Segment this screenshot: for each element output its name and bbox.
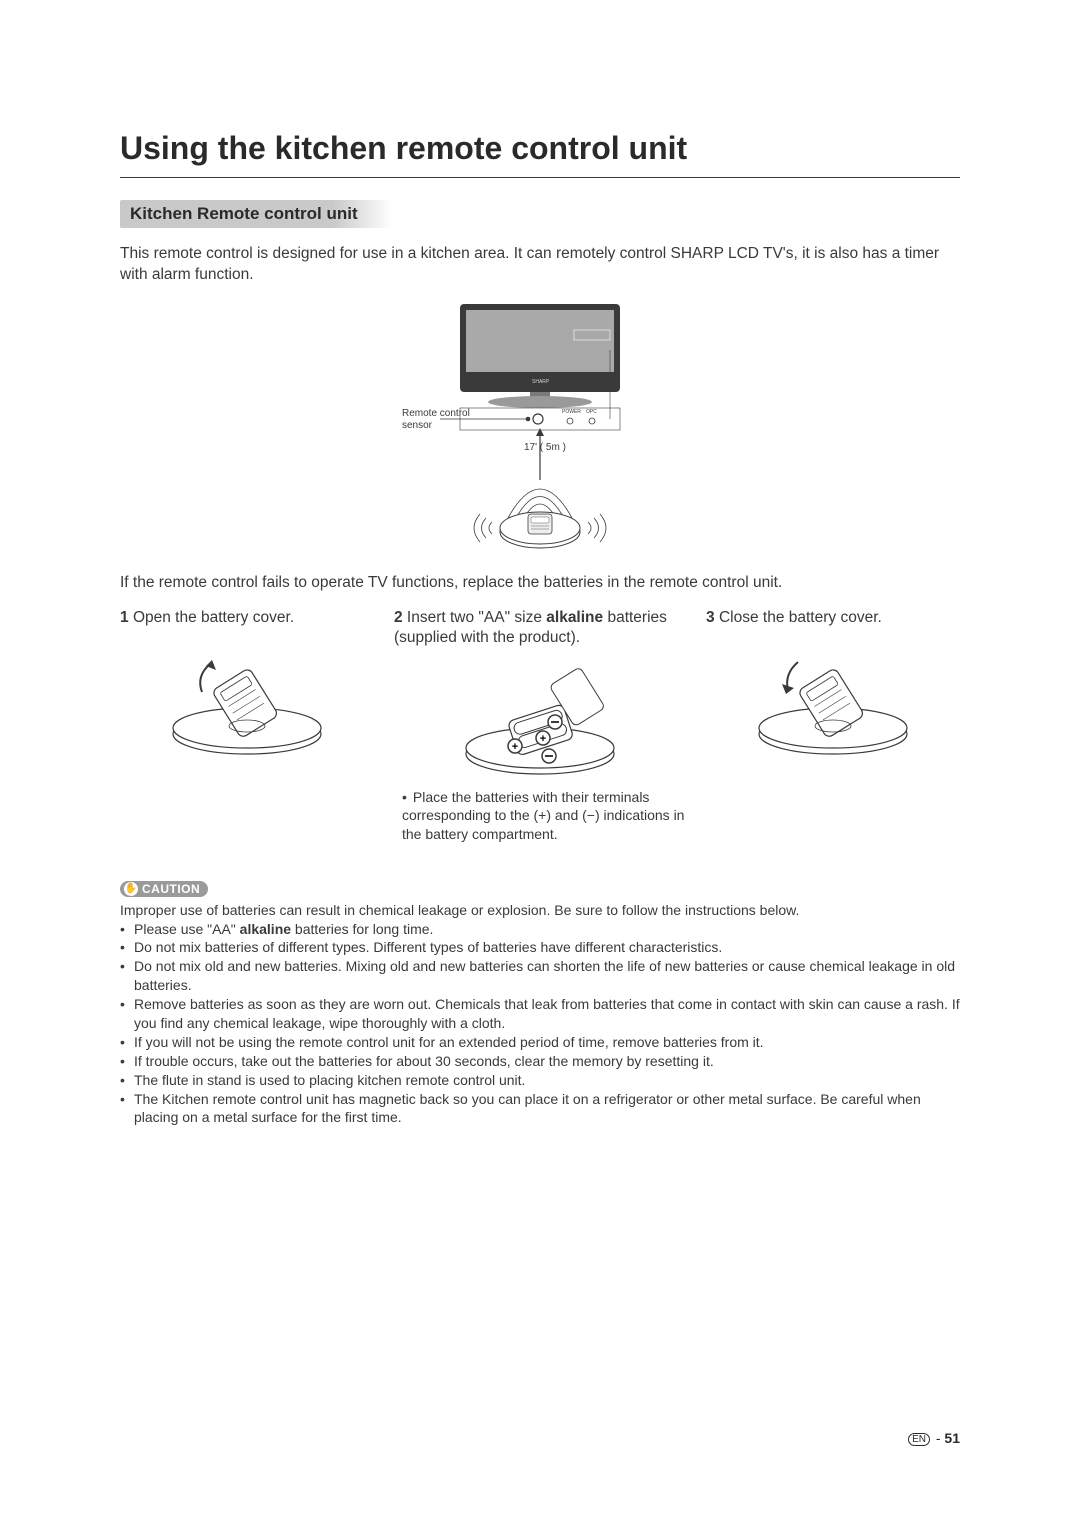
- step-2-note-text: Place the batteries with their terminals…: [402, 789, 685, 841]
- range-diagram: SHARP POWER OPC Remote control: [120, 300, 960, 560]
- caution-item-1: Please use "AA" alkaline batteries for l…: [120, 920, 960, 939]
- step-3-text: 3 Close the battery cover.: [706, 608, 960, 628]
- manual-page: Using the kitchen remote control unit Ki…: [0, 0, 1080, 1528]
- sensor-label-line1: Remote control: [402, 408, 470, 419]
- caution-item-7: The flute in stand is used to placing ki…: [120, 1071, 960, 1090]
- caution-item-2: Do not mix batteries of different types.…: [120, 938, 960, 957]
- caution-item-1a: Please use "AA": [134, 921, 240, 937]
- page-title: Using the kitchen remote control unit: [120, 130, 960, 167]
- distance-label: 17' ( 5m ): [524, 442, 566, 453]
- tv-brand-label: SHARP: [532, 379, 550, 385]
- caution-lead: Improper use of batteries can result in …: [120, 901, 960, 920]
- step-3-number: 3: [706, 609, 715, 626]
- caution-label: CAUTION: [142, 882, 200, 896]
- svg-text:+: +: [512, 741, 518, 753]
- step-2-text: 2 Insert two "AA" size alkaline batterie…: [394, 608, 686, 648]
- power-label: POWER: [562, 409, 581, 415]
- intro-paragraph: This remote control is designed for use …: [120, 244, 960, 286]
- caution-item-8: The Kitchen remote control unit has magn…: [120, 1090, 960, 1128]
- svg-text:+: +: [540, 733, 546, 745]
- step-3: 3 Close the battery cover.: [706, 608, 960, 843]
- step-1-number: 1: [120, 609, 129, 626]
- sensor-label-line2: sensor: [402, 420, 433, 431]
- caution-item-4: Remove batteries as soon as they are wor…: [120, 995, 960, 1033]
- step-1: 1 Open the battery cover.: [120, 608, 374, 843]
- caution-item-1-bold: alkaline: [240, 921, 291, 937]
- step-2-note: Place the batteries with their terminals…: [394, 788, 686, 843]
- page-footer: EN - 51: [908, 1430, 960, 1446]
- opc-label: OPC: [586, 409, 597, 415]
- caution-badge: ✋ CAUTION: [120, 881, 208, 897]
- battery-replace-note: If the remote control fails to operate T…: [120, 574, 960, 592]
- caution-item-3: Do not mix old and new batteries. Mixing…: [120, 957, 960, 995]
- step-2-illustration: + +: [394, 668, 686, 778]
- step-2: 2 Insert two "AA" size alkaline batterie…: [394, 608, 686, 843]
- remote-illustration: [474, 489, 606, 548]
- step-2-label-a: Insert two "AA" size: [407, 609, 546, 626]
- step-2-bold: alkaline: [546, 609, 603, 626]
- caution-item-1b: batteries for long time.: [291, 921, 433, 937]
- step-1-illustration: [120, 648, 374, 758]
- title-rule: [120, 177, 960, 178]
- footer-sep: -: [936, 1430, 941, 1446]
- sensor-callout: Remote control sensor: [402, 408, 530, 431]
- caution-list: Please use "AA" alkaline batteries for l…: [120, 920, 960, 1128]
- diagram-svg: SHARP POWER OPC Remote control: [400, 300, 680, 560]
- caution-item-6: If trouble occurs, take out the batterie…: [120, 1052, 960, 1071]
- hand-icon: ✋: [124, 882, 138, 896]
- step-2-number: 2: [394, 609, 403, 626]
- tv-illustration: SHARP: [460, 304, 620, 408]
- footer-lang: EN: [908, 1433, 930, 1446]
- step-1-label: Open the battery cover.: [133, 609, 294, 626]
- step-3-illustration: [706, 648, 960, 758]
- step-3-label: Close the battery cover.: [719, 609, 882, 626]
- section-heading: Kitchen Remote control unit: [120, 200, 392, 228]
- battery-steps-row: 1 Open the battery cover.: [120, 608, 960, 843]
- caution-item-5: If you will not be using the remote cont…: [120, 1033, 960, 1052]
- footer-page-number: 51: [944, 1430, 960, 1446]
- step-1-text: 1 Open the battery cover.: [120, 608, 374, 628]
